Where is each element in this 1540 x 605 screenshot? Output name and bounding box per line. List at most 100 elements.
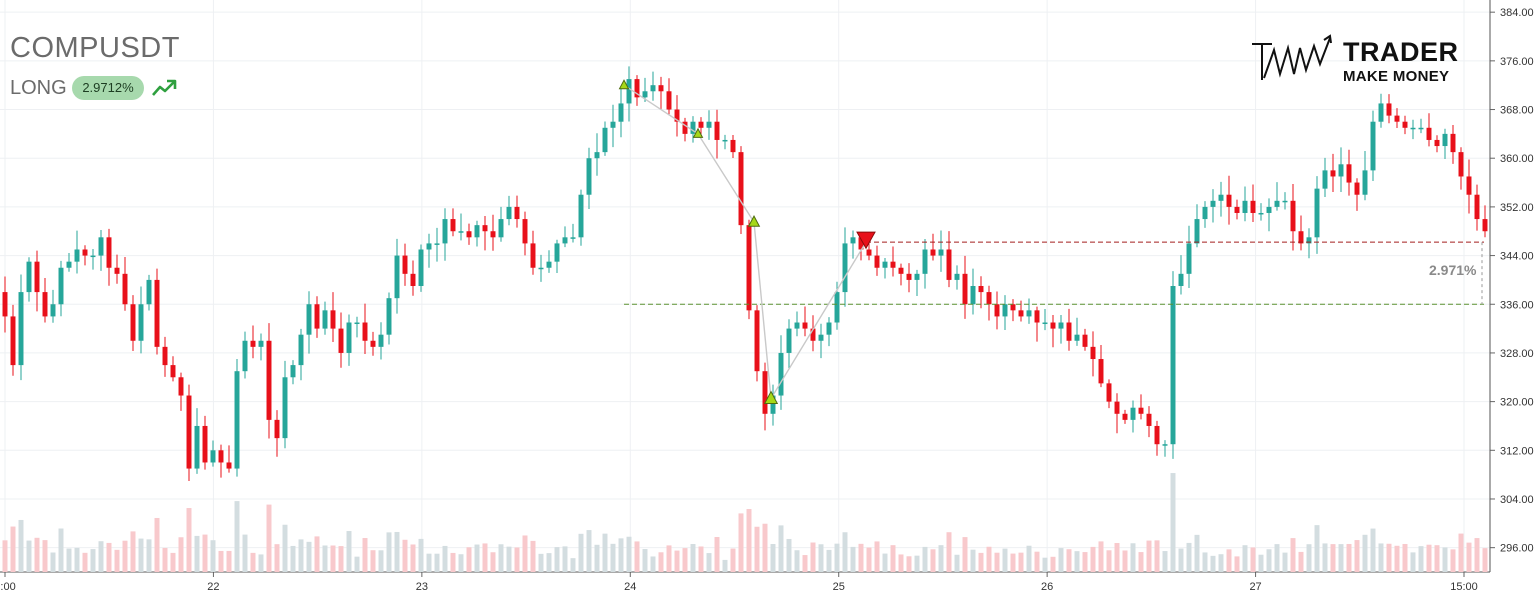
volume-bar — [610, 543, 616, 572]
candle-body — [186, 395, 192, 469]
volume-bar — [1234, 556, 1240, 572]
candle-body — [1378, 103, 1384, 122]
volume-bar — [634, 541, 640, 572]
candle-body — [994, 304, 1000, 317]
y-tick-label: 360.00 — [1500, 153, 1534, 165]
candle-body — [1298, 231, 1304, 244]
candle-body — [1362, 170, 1368, 195]
candle-body — [1146, 413, 1152, 426]
volume-bar — [706, 553, 712, 572]
volume-bar — [298, 539, 304, 572]
volume-bar — [1082, 552, 1088, 572]
sell-marker — [856, 231, 876, 250]
volume-bar — [730, 548, 736, 572]
volume-bar — [802, 555, 808, 572]
volume-bar — [1162, 551, 1168, 572]
candle-body — [1234, 206, 1240, 213]
candle-body — [418, 249, 424, 286]
candle-body — [946, 249, 952, 280]
candle-body — [1306, 237, 1312, 244]
buy-marker — [618, 79, 630, 90]
volume-bar — [82, 552, 88, 572]
x-tick-label: 3:00 — [0, 581, 16, 593]
candle-body — [370, 340, 376, 347]
candle-body — [842, 243, 848, 293]
candle-body — [58, 267, 64, 305]
volume-bar — [1242, 545, 1248, 572]
candle-body — [1170, 286, 1176, 445]
volume-bar — [890, 545, 896, 572]
volume-bar — [1274, 544, 1280, 572]
candle-body — [442, 219, 448, 244]
candle-body — [394, 255, 400, 299]
volume-bar — [410, 544, 416, 572]
volume-bar — [1330, 544, 1336, 572]
candle-body — [154, 279, 160, 347]
candle-body — [274, 419, 280, 439]
volume-bar — [546, 553, 552, 572]
candle-body — [834, 292, 840, 323]
candle-body — [1058, 322, 1064, 329]
candle-body — [498, 219, 504, 238]
volume-bar — [1122, 550, 1128, 572]
candle-body — [786, 328, 792, 353]
candle-body — [1154, 425, 1160, 445]
volume-bar — [1130, 543, 1136, 572]
candle-body — [410, 273, 416, 286]
volume-bar — [778, 525, 784, 572]
buy-marker — [692, 127, 704, 138]
volume-bar — [306, 541, 312, 572]
candle-body — [714, 121, 720, 140]
volume-bar — [1226, 549, 1232, 572]
candle-body — [426, 243, 432, 250]
candle-body — [1218, 194, 1224, 201]
volume-bar — [218, 550, 224, 572]
volume-bar — [210, 540, 216, 572]
candle-body — [562, 237, 568, 244]
candle-body — [1226, 194, 1232, 207]
volume-bar — [882, 553, 888, 572]
candle-body — [130, 304, 136, 341]
volume-bar — [90, 549, 96, 572]
volume-bar — [986, 546, 992, 572]
candle-body — [666, 91, 672, 110]
candle-body — [386, 298, 392, 335]
candle-body — [594, 152, 600, 159]
volume-bar — [810, 542, 816, 572]
volume-bar — [74, 547, 80, 572]
volume-bar — [1074, 551, 1080, 572]
brand-name: TRADER — [1343, 37, 1459, 67]
volume-bar — [586, 530, 592, 572]
candle-body — [826, 322, 832, 335]
volume-bar — [898, 554, 904, 572]
candle-body — [2, 292, 8, 317]
pattern-path — [623, 84, 867, 401]
volume-bar — [450, 552, 456, 572]
volume-bar — [842, 532, 848, 572]
candle-body — [690, 121, 696, 134]
y-tick-label: 328.00 — [1500, 348, 1534, 360]
volume-bar — [1250, 547, 1256, 572]
volume-bar — [1386, 543, 1392, 572]
volume-bar — [474, 544, 480, 572]
candle-body — [706, 121, 712, 128]
candle-body — [1346, 164, 1352, 183]
move-percent-label: 2.971% — [1429, 262, 1477, 278]
candle-body — [682, 121, 688, 134]
candle-body — [506, 206, 512, 220]
volume-bar — [914, 555, 920, 572]
candle-body — [1482, 219, 1488, 232]
candle-body — [658, 85, 664, 92]
volume-bar — [1114, 543, 1120, 572]
volume-bar — [10, 526, 16, 572]
volume-bar — [946, 532, 952, 572]
volume-bar — [994, 552, 1000, 572]
volume-bar — [530, 540, 536, 572]
x-tick-label: 22 — [207, 581, 219, 593]
candle-body — [1258, 212, 1264, 215]
candle-body — [346, 322, 352, 353]
candle-body — [674, 109, 680, 122]
candle-body — [754, 310, 760, 372]
